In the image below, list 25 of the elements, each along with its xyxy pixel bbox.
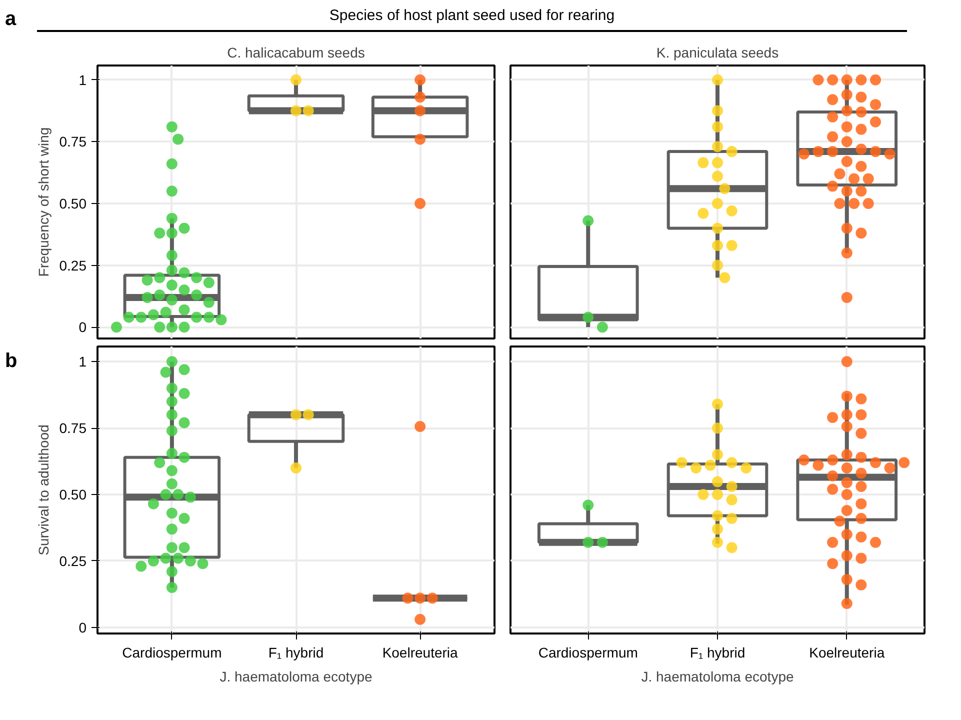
x-axis-title: J. haematoloma ecotype: [220, 668, 372, 685]
y-tick-label: 0.75: [59, 420, 87, 437]
x-tick-label: Koelreuteria: [809, 644, 885, 661]
chart-title: C. halicacabum seeds: [227, 44, 365, 61]
y-axis-title: Survival to adulthood: [35, 425, 52, 556]
y-tick-label: 1: [78, 72, 87, 88]
chart-title: K. paniculata seeds: [656, 44, 779, 61]
y-axis-title: Frequency of short wing: [35, 128, 52, 278]
text: a: [5, 7, 16, 32]
y-tick-label: 0.50: [59, 196, 87, 212]
x-tick-label: Cardiospermum: [538, 644, 638, 661]
y-tick-label: 0.50: [59, 486, 87, 503]
x-tick-label: F₁ hybrid: [690, 644, 746, 661]
x-axis-title: J. haematoloma ecotype: [641, 668, 794, 685]
y-tick-label: 0: [78, 320, 87, 336]
text: b: [5, 349, 18, 374]
y-tick-label: 0.25: [59, 553, 87, 570]
y-tick-label: 1: [78, 354, 87, 370]
y-tick-label: 0.25: [59, 258, 87, 274]
x-tick-label: F₁ hybrid: [268, 644, 324, 661]
text: Species of host plant seed used for rearing: [329, 6, 615, 26]
x-tick-label: Cardiospermum: [122, 644, 222, 661]
y-tick-label: 0.75: [59, 134, 87, 150]
x-tick-label: Koelreuteria: [382, 644, 458, 661]
y-tick-label: 0: [78, 620, 87, 636]
